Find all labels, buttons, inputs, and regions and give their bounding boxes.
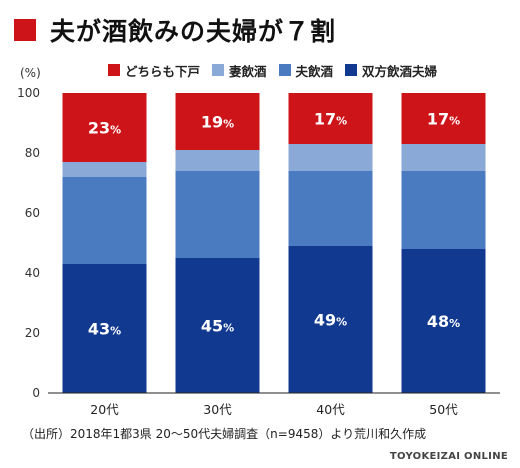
- x-tick-label: 20代: [90, 402, 119, 417]
- bar-segment: [288, 171, 373, 246]
- legend-swatch-husband: [278, 64, 291, 76]
- legend: どちらも下戸 妻飲酒 夫飲酒 双方飲酒夫婦: [108, 60, 437, 80]
- title-square-icon: [14, 19, 36, 41]
- bar-segment: [401, 171, 486, 249]
- legend-swatch-wife: [212, 64, 225, 76]
- legend-item-wife: 妻飲酒: [212, 61, 267, 80]
- data-label: 17%: [427, 110, 460, 129]
- data-label: 23%: [88, 119, 121, 138]
- title-row: 夫が酒飲みの夫婦が７割: [14, 10, 336, 50]
- data-label: 43%: [88, 320, 121, 339]
- y-tick-label: 20: [25, 326, 40, 340]
- bar-segment: [62, 162, 147, 177]
- data-label: 49%: [314, 311, 347, 330]
- legend-item-neither: どちらも下戸: [108, 61, 200, 80]
- x-tick-label: 30代: [203, 402, 232, 417]
- legend-swatch-both: [345, 64, 358, 76]
- bar-segment: [401, 249, 486, 393]
- y-tick-label: 60: [25, 206, 40, 220]
- chart-title: 夫が酒飲みの夫婦が７割: [50, 17, 337, 46]
- bar-segment: [175, 258, 260, 393]
- y-tick-label: 0: [32, 386, 40, 400]
- data-label: 45%: [201, 317, 234, 336]
- data-label: 17%: [314, 110, 347, 129]
- bar-segment: [62, 93, 147, 162]
- bar-segment: [175, 93, 260, 150]
- y-axis-unit: (%): [20, 66, 41, 80]
- bar-segment: [175, 150, 260, 171]
- brand-logo: TOYOKEIZAI ONLINE: [389, 451, 508, 462]
- data-label: 48%: [427, 312, 460, 331]
- legend-label-both: 双方飲酒夫婦: [362, 63, 438, 79]
- legend-item-both: 双方飲酒夫婦: [345, 61, 437, 80]
- bar-segment: [62, 177, 147, 264]
- legend-swatch-neither: [108, 64, 120, 76]
- bar-segment: [401, 93, 486, 144]
- legend-label-husband: 夫飲酒: [295, 63, 334, 79]
- bar-segment: [288, 246, 373, 393]
- bar-segment: [62, 264, 147, 393]
- source-note: （出所）2018年1都3県 20～50代夫婦調査（n=9458）より荒川和久作成: [22, 427, 427, 441]
- bar-segment: [288, 93, 373, 144]
- x-tick-label: 40代: [316, 402, 345, 417]
- data-label: 19%: [201, 113, 234, 132]
- legend-label-wife: 妻飲酒: [229, 63, 267, 79]
- bar-segment: [175, 171, 260, 258]
- y-tick-label: 80: [25, 146, 40, 160]
- y-tick-label: 40: [25, 266, 40, 280]
- legend-label-neither: どちらも下戸: [125, 63, 201, 79]
- y-tick-label: 100: [17, 86, 40, 100]
- bar-segment: [288, 144, 373, 171]
- bar-segment: [401, 144, 486, 171]
- x-tick-label: 50代: [429, 402, 458, 417]
- legend-item-husband: 夫飲酒: [278, 61, 334, 80]
